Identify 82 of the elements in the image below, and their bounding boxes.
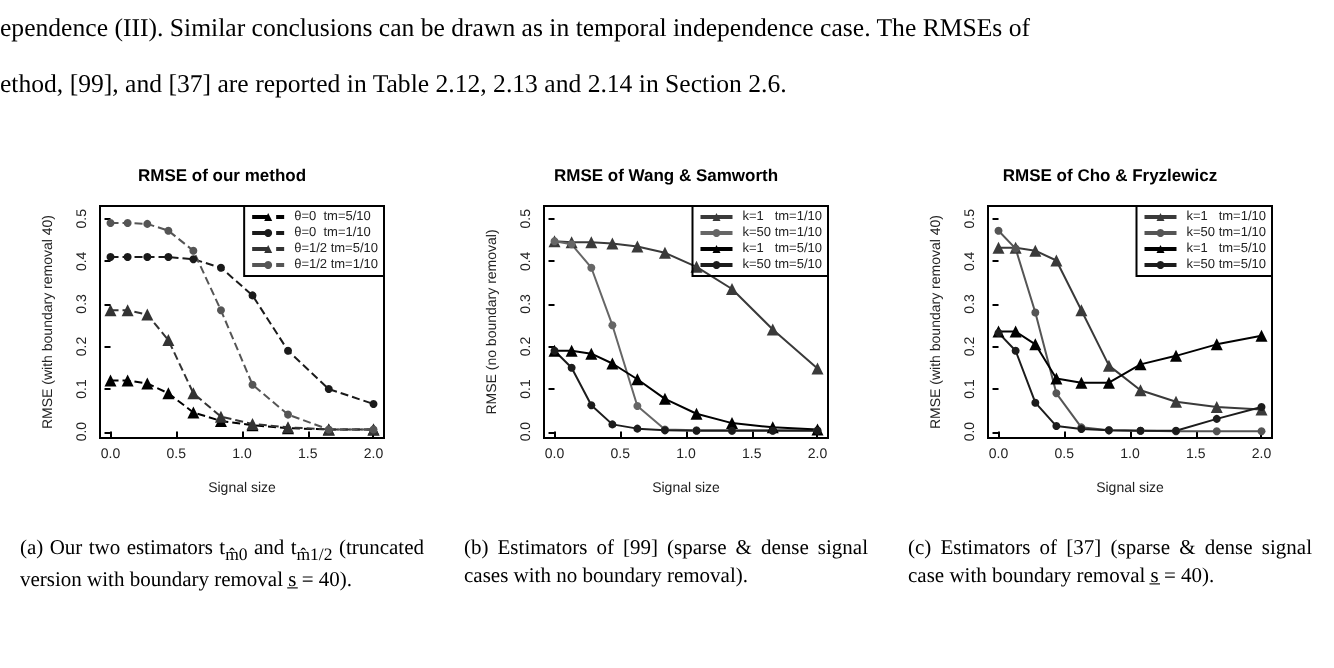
- point: [104, 304, 117, 317]
- point: [585, 347, 598, 360]
- point: [106, 253, 115, 262]
- text: (a) Our two estimators t$_{m̂0}$ and t$_{m̂1/2}$ (truncated version with boundary removal s̲ = 40).: [20, 536, 425, 597]
- point: [164, 226, 173, 235]
- point: [726, 283, 739, 296]
- point: [141, 377, 154, 390]
- point: [324, 385, 333, 394]
- point: [123, 219, 132, 228]
- point: [587, 263, 596, 272]
- point: [1075, 304, 1088, 317]
- point: [162, 334, 175, 347]
- point: [658, 246, 671, 259]
- text: ethod, [99], and [37] are reported in Table 2.12, 2.13 and 2.14 in Section 2.6.: [0, 68, 789, 102]
- point: [1029, 338, 1042, 351]
- point: [1102, 359, 1115, 372]
- point: [587, 401, 596, 410]
- point: [369, 399, 378, 408]
- text: (c) Estimators of [37] (sparse & dense signal case with boundary removal s̲ = 40).: [908, 536, 1312, 592]
- point: [106, 219, 115, 228]
- point: [1050, 254, 1063, 267]
- point: [143, 253, 152, 262]
- point: [585, 236, 598, 249]
- point: [1052, 389, 1061, 398]
- point: [123, 253, 132, 262]
- point: [1134, 384, 1147, 397]
- chart-title: RMSE of Wang & Samworth: [553, 165, 779, 185]
- point: [1009, 325, 1022, 338]
- point: [1102, 376, 1115, 389]
- point: [164, 253, 173, 262]
- point: [1031, 308, 1040, 317]
- point: [104, 374, 117, 387]
- point: [1170, 395, 1183, 408]
- point: [1075, 376, 1088, 389]
- point: [567, 363, 576, 372]
- point: [189, 255, 198, 264]
- point: [1257, 402, 1266, 411]
- point: [162, 387, 175, 400]
- point: [690, 407, 703, 420]
- point: [187, 406, 200, 419]
- point: [992, 241, 1005, 254]
- point: [189, 246, 198, 255]
- point: [121, 304, 134, 317]
- point: [1255, 329, 1268, 342]
- point: [631, 240, 644, 253]
- point: [1170, 349, 1183, 362]
- point: [811, 362, 824, 375]
- point: [248, 291, 257, 300]
- point: [1029, 244, 1042, 257]
- point: [1212, 427, 1221, 436]
- point: [141, 308, 154, 321]
- point: [633, 424, 642, 433]
- point: [1210, 338, 1223, 351]
- point: [1011, 346, 1020, 355]
- point: [633, 402, 642, 411]
- point: [1052, 422, 1061, 431]
- point: [216, 306, 225, 315]
- point: [143, 219, 152, 228]
- point: [1134, 358, 1147, 371]
- text: ependence (III). Similar conclusions can be drawn as in temporal independence case. The RMSEs of: [0, 12, 1033, 46]
- point: [631, 373, 644, 386]
- point: [1050, 372, 1063, 385]
- point: [608, 321, 617, 330]
- chart-title: RMSE of our method: [137, 165, 307, 185]
- point: [284, 346, 293, 355]
- point: [187, 387, 200, 400]
- point: [284, 410, 293, 419]
- point: [606, 357, 619, 370]
- point: [1210, 400, 1223, 413]
- point: [1212, 414, 1221, 423]
- chart-title: RMSE of Cho & Fryzlewicz: [1002, 165, 1218, 185]
- point: [1031, 398, 1040, 407]
- point: [248, 380, 257, 389]
- point: [121, 374, 134, 387]
- point: [216, 263, 225, 272]
- point: [608, 420, 617, 429]
- text: (b) Estimators of [99] (sparse & dense signal cases with no boundary removal).: [464, 536, 868, 592]
- point: [994, 226, 1003, 235]
- point: [606, 237, 619, 250]
- point: [766, 323, 779, 336]
- point: [658, 392, 671, 405]
- point: [565, 344, 578, 357]
